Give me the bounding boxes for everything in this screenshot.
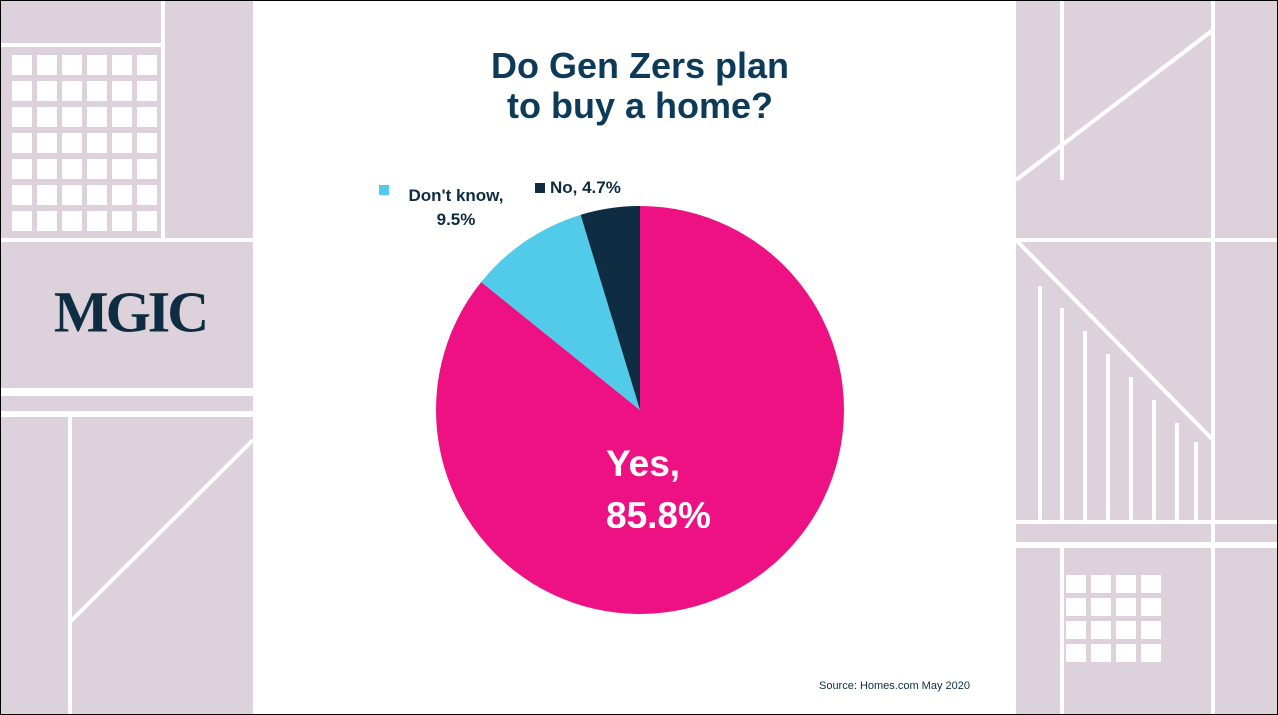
title-box: Do Gen Zers plan to buy a home? [490,46,790,126]
pie: Yes, 85.8% Don't know, 9.5% No, 4.7% [379,178,845,614]
grid-pane [1141,598,1161,616]
grid-pane [37,159,57,179]
grid-pane [112,107,132,127]
pie-slice [580,206,640,410]
window-grid [12,55,157,231]
grid-pane [87,185,107,205]
grid-pane [37,55,57,75]
grid-pane [12,211,32,231]
grid-pane [62,133,82,153]
grid-pane [1116,644,1136,662]
grid-pane [1116,598,1136,616]
grid-pane [1141,575,1161,593]
grid-pane [12,107,32,127]
grid-pane [62,159,82,179]
grid-pane [12,81,32,101]
grid-pane [1116,575,1136,593]
grid-pane [12,133,32,153]
grid-pane [62,81,82,101]
data-label: Yes, 85.8% [606,443,711,528]
grid-pane [1066,621,1086,639]
grid-pane [12,159,32,179]
grid-pane [137,107,157,127]
grid-pane [12,55,32,75]
grid-pane [137,211,157,231]
source-note: Source: Homes.com May 2020 [819,680,970,692]
grid-pane [1141,621,1161,639]
grid-pane [87,55,107,75]
grid-pane [1091,644,1111,662]
grid-pane [62,211,82,231]
grid-pane [1066,575,1086,593]
data-label: Don't know, 9.5% [408,186,504,229]
grid-pane [137,185,157,205]
grid-pane [112,185,132,205]
grid-pane [37,185,57,205]
grid-pane [87,81,107,101]
grid-pane [112,211,132,231]
stripes [1038,286,1198,522]
grid-pane [137,133,157,153]
grid-pane [1091,598,1111,616]
data-label-box: Yes, 85.8% [606,443,711,528]
window-grid [1066,575,1161,662]
right-panel [1014,1,1277,714]
grid-pane [137,55,157,75]
grid-pane [137,81,157,101]
grid-pane [87,211,107,231]
pie-slice [436,206,845,614]
grid-pane [1116,621,1136,639]
pie-slice [481,214,640,410]
data-label-box: No, 4.7% [550,178,621,197]
grid-pane [1091,621,1111,639]
grid-pane [112,55,132,75]
grid-pane [37,133,57,153]
grid-pane [37,211,57,231]
grid-pane [87,107,107,127]
grid-pane [87,133,107,153]
grid-pane [62,185,82,205]
grid-pane [137,159,157,179]
grid-pane [112,133,132,153]
grid-pane [1066,598,1086,616]
data-label: No, 4.7% [550,178,621,197]
grid-pane [12,185,32,205]
grid-pane [112,159,132,179]
label-swatch [379,185,389,195]
grid-pane [112,81,132,101]
label-swatch [535,183,545,193]
logo: MGIC [54,279,206,344]
grid-pane [1066,644,1086,662]
grid-pane [37,81,57,101]
grid-pane [62,55,82,75]
grid-pane [1141,644,1161,662]
chart-title: Do Gen Zers plan to buy a home? [490,46,790,126]
grid-pane [62,107,82,127]
grid-pane [37,107,57,127]
grid-pane [1091,575,1111,593]
grid-pane [87,159,107,179]
data-label-box: Don't know, 9.5% [408,186,504,229]
